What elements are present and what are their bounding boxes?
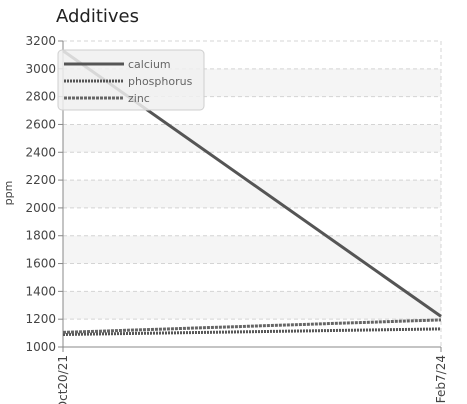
y-tick-label: 1800 xyxy=(25,229,56,243)
plot-band xyxy=(63,291,441,320)
y-axis-label: ppm xyxy=(2,181,15,206)
legend: calcium phosphorus zinc xyxy=(57,49,205,111)
plot-band xyxy=(63,124,441,153)
plot-band xyxy=(63,235,441,264)
series-line-phosphorus xyxy=(62,327,442,336)
y-tick-label: 3200 xyxy=(25,34,56,48)
y-tick-label: 2200 xyxy=(25,173,56,187)
legend-label-zinc: zinc xyxy=(128,92,150,105)
legend-label-phosphorus: phosphorus xyxy=(128,75,193,88)
x-tick-label: Oct20/21 xyxy=(56,355,70,404)
y-tick-labels: 1000 1200 1400 1600 1800 2000 2200 2400 2600 2800… xyxy=(25,34,56,354)
y-tick-label: 3000 xyxy=(25,62,56,76)
x-tick-label: Feb7/24 xyxy=(434,355,448,403)
chart-title: Additives xyxy=(56,6,140,27)
y-tick-label: 2400 xyxy=(25,145,56,159)
y-tick-label: 2000 xyxy=(25,201,56,215)
legend-label-calcium: calcium xyxy=(128,58,171,71)
y-tick-label: 2600 xyxy=(25,117,56,131)
x-tick-labels: Oct20/21 Feb7/24 xyxy=(56,355,448,404)
y-tick-label: 2800 xyxy=(25,90,56,104)
y-tick-label: 1200 xyxy=(25,312,56,326)
y-tick-label: 1400 xyxy=(25,284,56,298)
y-tick-label: 1600 xyxy=(25,257,56,271)
series-line-zinc xyxy=(62,318,442,334)
y-tick-label: 1000 xyxy=(25,340,56,354)
